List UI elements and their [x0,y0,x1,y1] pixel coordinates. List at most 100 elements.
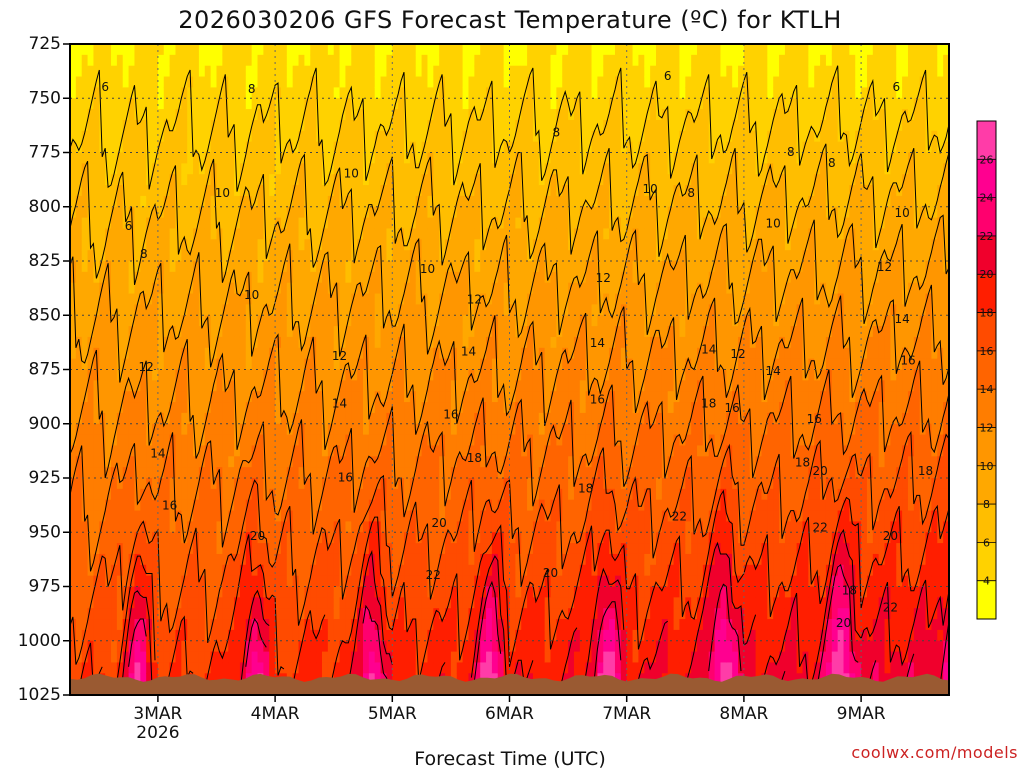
temperature-cell [363,65,370,78]
temperature-cell [368,185,376,197]
temperature-cell [421,488,429,501]
temperature-cell [509,250,516,262]
temperature-cell [321,282,329,295]
temperature-cell [480,662,487,674]
temperature-cell [304,98,311,110]
temperature-cell [263,467,270,479]
temperature-cell [204,261,212,273]
temperature-cell [140,467,147,479]
temperature-cell [128,586,136,598]
temperature-cell [310,629,317,642]
temperature-cell [146,195,153,208]
temperature-cell [368,434,376,447]
temperature-cell [70,434,77,447]
temperature-cell [181,651,188,664]
temperature-cell [105,369,112,381]
temperature-cell [316,629,323,642]
temperature-cell [198,608,206,620]
temperature-cell [521,358,528,371]
temperature-cell [321,336,329,349]
temperature-cell [357,467,364,479]
temperature-cell [210,532,218,544]
temperature-cell [486,510,493,522]
temperature-cell [163,488,171,501]
temperature-cell [433,467,440,479]
temperature-cell [427,250,434,262]
temperature-cell [134,44,141,56]
temperature-cell [198,412,206,425]
temperature-cell [163,109,171,121]
temperature-cell [146,282,153,295]
temperature-cell [175,44,182,56]
temperature-cell [292,521,300,533]
temperature-cell [99,619,106,631]
temperature-cell [386,217,393,230]
temperature-cell [245,206,253,219]
temperature-cell [210,326,218,338]
temperature-cell [298,44,305,56]
temperature-cell [169,369,177,381]
temperature-cell [181,336,188,349]
temperature-cell [111,65,118,78]
temperature-cell [544,380,552,392]
temperature-cell [321,185,329,197]
temperature-cell [550,586,557,598]
temperature-cell [404,434,411,447]
temperature-cell [503,391,511,403]
temperature-cell [415,163,423,175]
temperature-cell [462,326,470,338]
temperature-cell [538,402,546,414]
temperature-cell [339,217,347,230]
temperature-cell [198,304,206,316]
temperature-cell [351,434,358,447]
temperature-cell [122,163,130,175]
temperature-cell [339,206,347,219]
temperature-cell [445,575,452,588]
temperature-cell [140,662,147,674]
temperature-cell [374,326,382,338]
temperature-cell [532,163,540,175]
temperature-cell [157,369,165,381]
temperature-cell [204,369,212,381]
temperature-cell [187,499,194,512]
temperature-cell [146,44,153,56]
temperature-cell [304,217,311,230]
temperature-cell [257,239,264,251]
temperature-cell [357,261,364,273]
temperature-cell [550,163,557,175]
temperature-cell [193,597,200,609]
temperature-cell [415,293,423,305]
temperature-cell [392,423,399,436]
temperature-cell [239,130,247,143]
temperature-cell [70,499,77,512]
temperature-cell [327,391,335,403]
temperature-cell [404,608,411,620]
temperature-cell [433,640,440,653]
temperature-cell [116,315,124,327]
temperature-cell [175,434,182,447]
temperature-cell [275,499,282,512]
temperature-cell [333,76,341,88]
temperature-cell [433,402,440,414]
temperature-cell [474,239,481,251]
temperature-cell [187,44,194,56]
temperature-cell [450,445,458,457]
temperature-cell [198,271,206,284]
temperature-cell [99,130,106,143]
temperature-cell [345,640,352,653]
temperature-cell [87,543,95,555]
temperature-cell [357,521,364,533]
temperature-cell [468,304,475,316]
temperature-cell [503,293,511,305]
temperature-cell [204,456,212,468]
temperature-cell [333,380,341,392]
temperature-cell [433,185,440,197]
temperature-cell [339,130,347,143]
temperature-cell [251,152,259,164]
temperature-cell [480,543,487,555]
temperature-cell [111,282,118,295]
temperature-cell [497,87,505,99]
temperature-cell [175,347,182,360]
temperature-cell [491,575,499,588]
temperature-cell [497,206,505,219]
